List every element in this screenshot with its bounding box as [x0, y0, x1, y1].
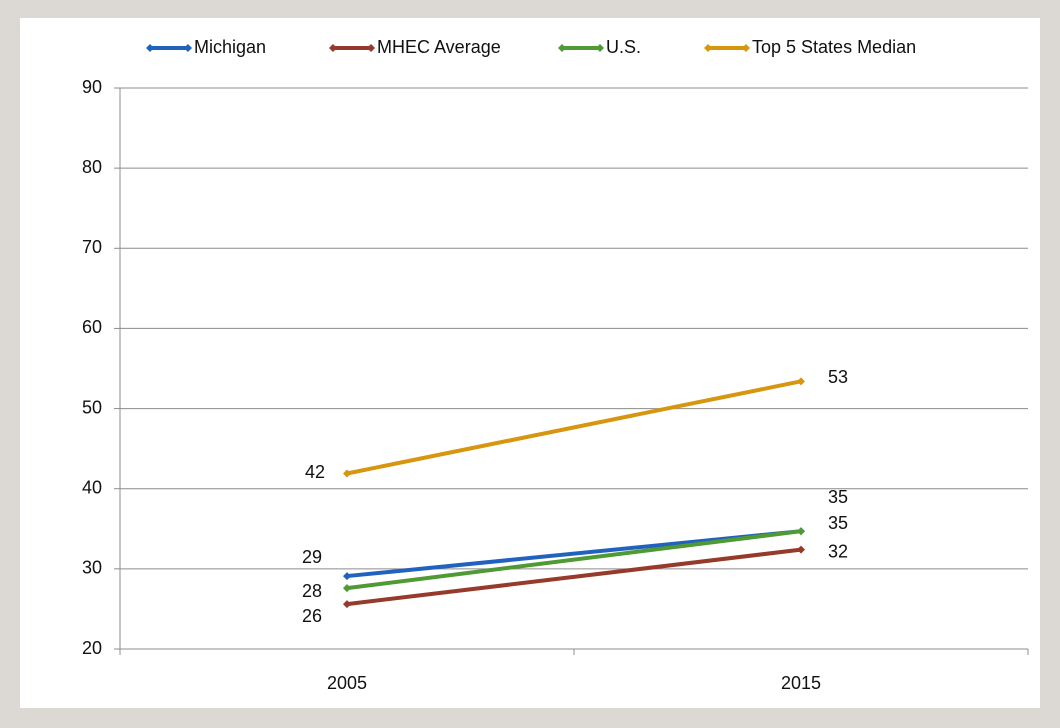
point-marker — [797, 545, 805, 554]
y-tick-label: 30 — [82, 558, 102, 578]
x-tick-label: 2005 — [327, 673, 367, 693]
legend-label: MHEC Average — [377, 37, 501, 57]
legend-marker — [146, 44, 154, 52]
legend-label: Michigan — [194, 37, 266, 57]
y-tick-label: 90 — [82, 77, 102, 97]
y-tick-label: 70 — [82, 237, 102, 257]
legend-marker — [367, 44, 375, 52]
y-tick-label: 40 — [82, 477, 102, 497]
point-marker — [343, 600, 351, 609]
data-label: 29 — [302, 547, 322, 567]
data-label: 28 — [302, 581, 322, 601]
legend-marker — [184, 44, 192, 52]
point-marker — [797, 527, 805, 536]
data-label: 26 — [302, 606, 322, 626]
point-marker — [343, 572, 351, 581]
data-label: 42 — [305, 462, 325, 482]
y-tick-label: 20 — [82, 638, 102, 658]
y-tick-label: 60 — [82, 317, 102, 337]
y-tick-label: 50 — [82, 397, 102, 417]
legend-label: U.S. — [606, 37, 641, 57]
point-marker — [343, 584, 351, 593]
x-tick-label: 2015 — [781, 673, 821, 693]
legend-label: Top 5 States Median — [752, 37, 916, 57]
data-label: 35 — [828, 513, 848, 533]
chart-panel — [20, 18, 1040, 708]
series-line — [346, 379, 802, 476]
legend-marker — [596, 44, 604, 52]
series-line — [346, 529, 802, 591]
data-label: 35 — [828, 487, 848, 507]
series-line — [346, 547, 802, 607]
data-label: 53 — [828, 367, 848, 387]
legend-marker — [704, 44, 712, 52]
legend-marker — [329, 44, 337, 52]
legend-marker — [742, 44, 750, 52]
point-marker — [343, 469, 351, 478]
legend-marker — [558, 44, 566, 52]
data-label: 32 — [828, 541, 848, 561]
point-marker — [797, 377, 805, 386]
y-tick-label: 80 — [82, 157, 102, 177]
